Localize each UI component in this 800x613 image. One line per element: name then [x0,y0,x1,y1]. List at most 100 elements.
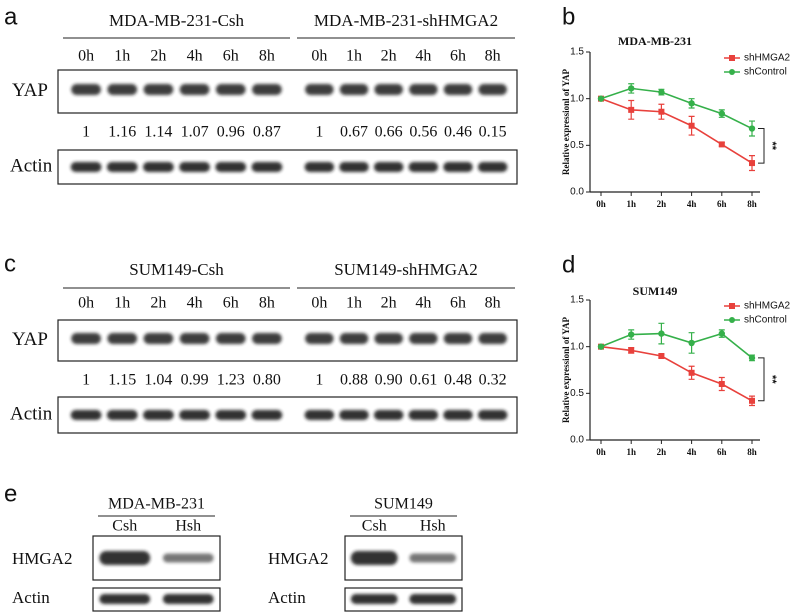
x-tick-label: 1h [626,447,636,457]
lane-label: 1h [346,48,362,65]
panel-letter: b [562,3,575,30]
data-point [688,100,695,107]
blot-band [373,162,404,172]
data-point [658,330,665,337]
data-point [628,331,635,338]
legend-label: shHMGA2 [744,53,791,64]
quant-label: 0.48 [444,372,472,389]
lane-label: Hsh [420,518,446,535]
lane-label: 6h [450,295,466,312]
data-point [748,125,756,132]
x-tick-label: 6h [717,199,727,209]
blot-band [304,162,335,172]
blot-band [409,553,457,563]
quant-label: 0.46 [444,124,472,141]
y-axis-label: Relative expressionl of YAP [561,69,571,175]
blot-band [71,84,101,95]
legend-marker [729,303,735,309]
blot-band [106,162,138,172]
blot-band [408,410,439,420]
row-label: YAP [12,329,48,350]
blot-band [106,410,138,420]
blot-frame [92,587,221,612]
quant-label: 1.16 [108,124,136,141]
blot-band [409,84,438,95]
blot-band [304,410,335,420]
blot-frame [57,319,518,362]
x-tick-label: 2h [657,447,667,457]
blot-band [339,333,369,344]
x-tick-label: 4h [687,199,697,209]
blot-band [477,410,508,420]
y-tick-label: 1.5 [570,47,584,58]
group-label: SUM149-shHMGA2 [334,260,478,279]
series-line [600,332,753,359]
data-point [688,339,695,347]
blot-band [252,333,282,344]
blot-band [350,594,398,604]
row-label: Actin [12,588,50,607]
blot-band [443,162,473,172]
blot-band [143,333,174,344]
blot-band [305,84,334,95]
blot-band [162,553,214,563]
quant-label: 0.88 [340,372,368,389]
y-axis-label: Relative expressionl of YAP [561,317,571,423]
blot-band [478,333,507,344]
blot-band [443,410,473,420]
quant-label: 1.15 [108,372,136,389]
blot-band [179,410,210,420]
lane-label: 6h [223,295,239,312]
quant-label: 1.04 [144,372,172,389]
lane-label: 1h [346,295,362,312]
x-tick-label: 8h [747,447,757,457]
data-point [718,381,725,387]
quant-label: 1 [82,124,90,141]
data-point [628,85,635,92]
blot-band [215,410,247,420]
series-line [600,87,753,130]
blot-band [215,333,246,344]
y-tick-label: 0.5 [570,140,584,151]
panel-letter: a [4,3,18,30]
group-label: SUM149 [374,496,433,513]
lane-label: 6h [450,48,466,65]
data-point [597,343,605,350]
blot-band [143,84,174,95]
blot-frame [92,535,221,581]
quant-label: 0.90 [375,372,403,389]
blot-band [339,84,369,95]
row-label: HMGA2 [268,549,328,568]
lane-label: Hsh [175,518,201,535]
blot-band [350,551,398,565]
lane-label: 4h [187,48,203,65]
quant-label: 1 [315,124,323,141]
data-point [628,347,635,354]
significance-bracket [758,128,765,164]
legend-label: shControl [744,67,787,78]
row-label: Actin [10,155,53,176]
lane-label: Csh [362,518,387,535]
x-tick-label: 0h [596,199,606,209]
panel-letter: d [562,251,575,278]
lane-label: 0h [311,295,327,312]
data-point [658,353,665,359]
blot-band [162,594,214,604]
data-point [718,330,725,337]
lane-label: 0h [78,295,94,312]
legend-label: shHMGA2 [744,301,791,312]
blot-band [179,162,210,172]
blot-band [443,84,473,95]
data-point [749,160,755,167]
quant-label: 0.67 [340,124,368,141]
data-point [688,369,695,376]
y-tick-label: 0.0 [570,435,584,446]
blot-band [251,162,283,172]
blot-frame [344,587,463,612]
lane-label: 2h [381,295,397,312]
blot-band [215,162,247,172]
data-point [718,141,725,148]
quant-label: 1.23 [217,372,245,389]
blot-frame [57,149,518,185]
